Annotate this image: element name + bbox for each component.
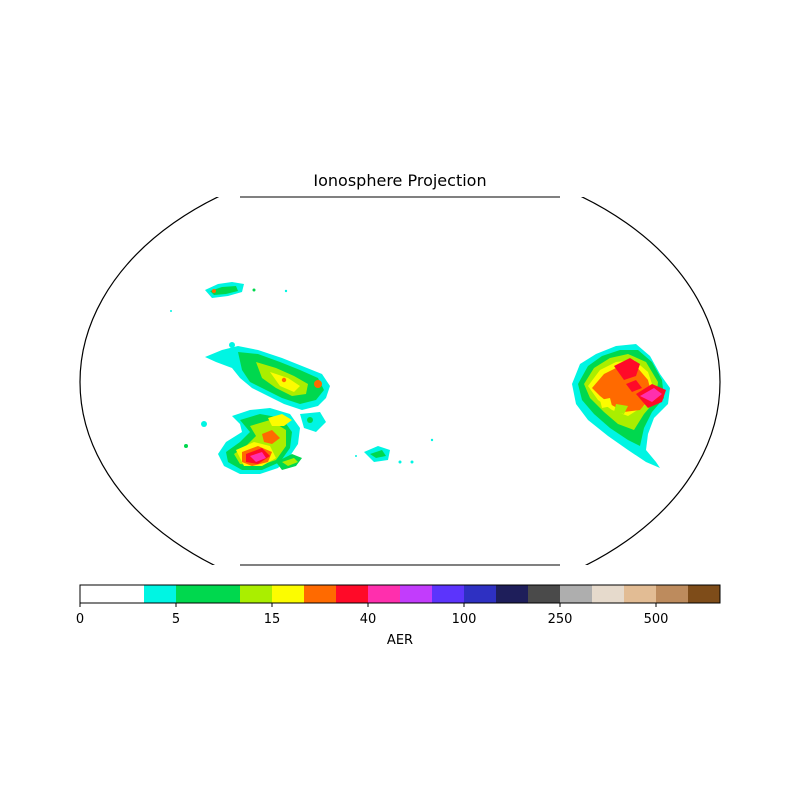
colorbar-cell <box>208 585 241 603</box>
map-title: Ionosphere Projection <box>313 171 487 190</box>
colorbar-label: AER <box>387 633 413 648</box>
colorbar-cell <box>560 585 593 603</box>
eastern-cluster <box>572 344 670 468</box>
colorbar-cell <box>272 585 305 603</box>
colorbar-cell <box>144 585 177 603</box>
colorbar-cell <box>240 585 273 603</box>
colorbar-cells <box>80 585 721 603</box>
colorbar-cell <box>688 585 721 603</box>
colorbar-ticks: 0 5 15 40 100 250 500 <box>76 603 669 627</box>
colorbar-frame <box>79 584 721 604</box>
colorbar-cell <box>496 585 529 603</box>
colorbar-cell <box>432 585 465 603</box>
colorbar-cell <box>464 585 497 603</box>
colorbar-cell <box>368 585 401 603</box>
colorbar-tick-label: 100 <box>452 612 477 627</box>
western-south-cluster <box>184 408 302 474</box>
colorbar-tick-label: 15 <box>264 612 281 627</box>
colorbar-tick-label: 500 <box>644 612 669 627</box>
colorbar-cell <box>304 585 337 603</box>
colorbar-cell <box>656 585 689 603</box>
colorbar-tick-label: 0 <box>76 612 84 627</box>
colorbar-tick-label: 250 <box>548 612 573 627</box>
colorbar-cell <box>528 585 561 603</box>
colorbar-cell <box>80 585 113 603</box>
western-north-cluster <box>170 282 288 312</box>
colorbar-cell <box>176 585 209 603</box>
colorbar-cell <box>400 585 433 603</box>
colorbar-cell <box>336 585 369 603</box>
data-features <box>170 282 670 474</box>
colorbar-cell <box>592 585 625 603</box>
colorbar-tick-label: 40 <box>360 612 377 627</box>
colorbar-cell <box>624 585 657 603</box>
western-central-cluster <box>205 342 330 432</box>
colorbar-tick-label: 5 <box>172 612 180 627</box>
central-south-patch <box>355 438 434 464</box>
colorbar-cell <box>112 585 145 603</box>
colorbar: 0 5 15 40 100 250 500 AER <box>76 584 721 648</box>
